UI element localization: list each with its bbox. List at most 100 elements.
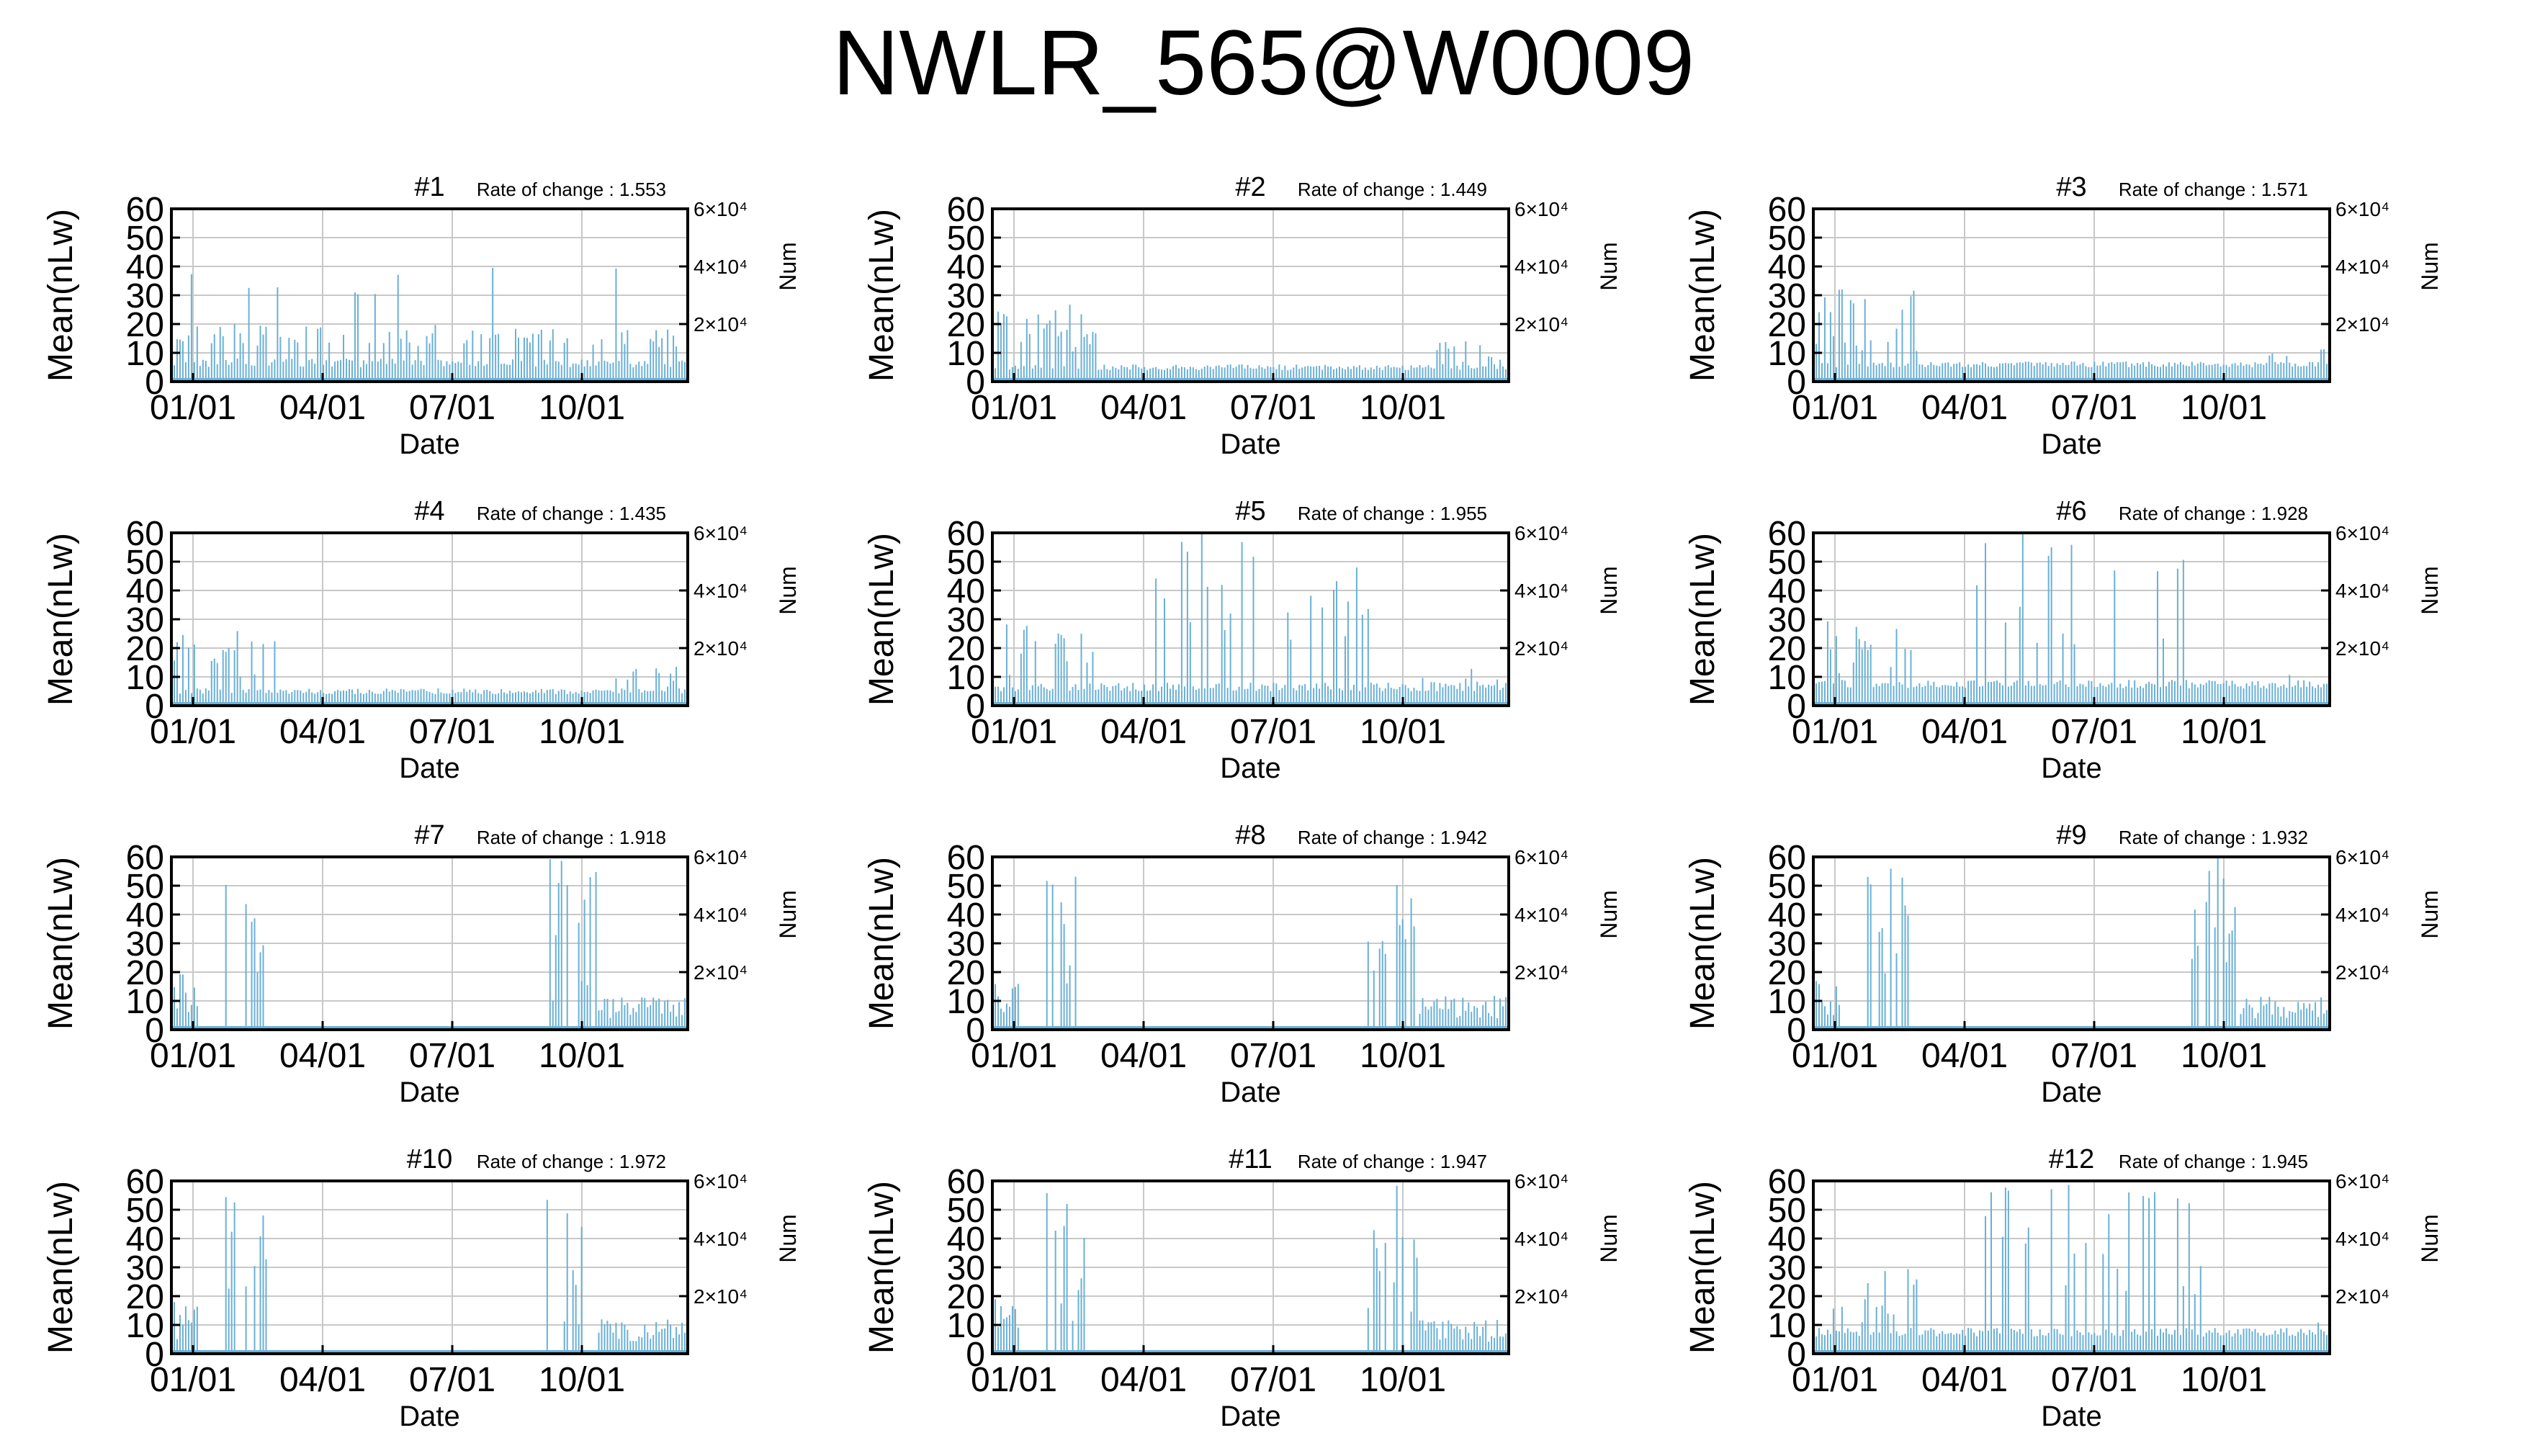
y2-tick-label: 2×10⁴ xyxy=(1514,961,1568,984)
y-tick-label: 60 xyxy=(947,191,985,229)
x-tick-label: 01/01 xyxy=(971,1361,1057,1399)
x-tick-label: 10/01 xyxy=(2181,713,2267,751)
y-tick-label: 40 xyxy=(126,1221,164,1259)
y-tick-label: 40 xyxy=(126,572,164,611)
y2-tick-label: 4×10⁴ xyxy=(694,1228,748,1250)
y2-axis-label: Num xyxy=(775,566,801,615)
y-tick-label: 10 xyxy=(947,335,985,373)
y-tick-label: 20 xyxy=(1768,1278,1806,1316)
x-tick-label: 10/01 xyxy=(1360,389,1446,427)
y-tick-label: 30 xyxy=(947,1249,985,1288)
y-tick-label: 20 xyxy=(126,630,164,668)
y-tick-label: 40 xyxy=(947,1221,985,1259)
y-tick-label: 60 xyxy=(947,1163,985,1201)
y2-tick-label: 2×10⁴ xyxy=(694,961,748,984)
x-axis-label: Date xyxy=(399,752,460,784)
y2-tick-label: 2×10⁴ xyxy=(694,313,748,336)
y-tick-label: 60 xyxy=(1768,839,1806,877)
y-tick-label: 30 xyxy=(947,601,985,639)
y2-tick-label: 2×10⁴ xyxy=(2335,313,2389,336)
y2-axis-label: Num xyxy=(1596,242,1622,291)
y2-tick-label: 2×10⁴ xyxy=(2335,961,2389,984)
x-tick-label: 10/01 xyxy=(539,1361,625,1399)
y2-tick-label: 2×10⁴ xyxy=(1514,637,1568,660)
y-tick-label: 0 xyxy=(1787,688,1806,726)
x-tick-label: 01/01 xyxy=(150,389,236,427)
y-tick-label: 40 xyxy=(1768,1221,1806,1259)
y-tick-label: 50 xyxy=(1768,220,1806,258)
x-tick-label: 10/01 xyxy=(2181,1361,2267,1399)
y2-tick-label: 4×10⁴ xyxy=(694,904,748,926)
y-axis-label: Mean(nLw) xyxy=(863,533,901,706)
y2-tick-label: 4×10⁴ xyxy=(694,580,748,602)
x-tick-label: 01/01 xyxy=(1792,713,1878,751)
y-tick-label: 30 xyxy=(126,925,164,963)
y-tick-label: 60 xyxy=(126,839,164,877)
x-tick-label: 07/01 xyxy=(409,389,495,427)
y-tick-label: 30 xyxy=(1768,601,1806,639)
rate-of-change-label: Rate of change : 1.955 xyxy=(1298,503,1487,524)
y-tick-label: 60 xyxy=(947,839,985,877)
x-tick-label: 04/01 xyxy=(1921,389,2008,427)
x-tick-label: 10/01 xyxy=(539,1037,625,1075)
y-tick-label: 50 xyxy=(947,544,985,582)
y-tick-label: 0 xyxy=(966,1336,985,1374)
y2-tick-label: 4×10⁴ xyxy=(1514,580,1568,602)
rate-of-change-label: Rate of change : 1.449 xyxy=(1298,179,1487,200)
x-axis-label: Date xyxy=(2041,1077,2102,1108)
x-tick-label: 10/01 xyxy=(1360,1361,1446,1399)
chart-panel-5: #5 Rate of change : 1.955 0 10 20 30 40 50 60 2×1… xyxy=(821,486,1663,808)
panel-title: #9 xyxy=(2056,820,2086,850)
x-axis-label: Date xyxy=(2041,1401,2102,1432)
y-tick-label: 10 xyxy=(126,983,164,1021)
y-tick-label: 0 xyxy=(966,364,985,402)
y-tick-label: 10 xyxy=(947,983,985,1021)
chart-panel-11: #11 Rate of change : 1.947 0 10 20 30 40 50 60 2×… xyxy=(821,1134,1663,1456)
y-tick-label: 60 xyxy=(947,515,985,553)
x-tick-label: 07/01 xyxy=(2051,713,2137,751)
y2-tick-label: 4×10⁴ xyxy=(1514,256,1568,278)
x-tick-label: 04/01 xyxy=(279,1037,366,1075)
panel-title: #8 xyxy=(1235,820,1265,850)
x-tick-label: 04/01 xyxy=(279,389,366,427)
x-tick-label: 04/01 xyxy=(1100,389,1187,427)
y-tick-label: 30 xyxy=(947,925,985,963)
chart-panel-8: #8 Rate of change : 1.942 0 10 20 30 40 50 60 2×1… xyxy=(821,810,1663,1132)
y-tick-label: 10 xyxy=(1768,659,1806,697)
y2-axis-label: Num xyxy=(1596,566,1622,615)
y2-axis-label: Num xyxy=(2417,1214,2443,1263)
y-tick-label: 10 xyxy=(1768,1307,1806,1345)
y-axis-label: Mean(nLw) xyxy=(42,209,80,382)
y-tick-label: 0 xyxy=(966,688,985,726)
y-axis-label: Mean(nLw) xyxy=(42,857,80,1030)
y-tick-label: 40 xyxy=(947,572,985,611)
rate-of-change-label: Rate of change : 1.553 xyxy=(477,179,666,200)
x-axis-label: Date xyxy=(2041,752,2102,784)
y2-axis-label: Num xyxy=(2417,890,2443,939)
y2-axis-label: Num xyxy=(1596,1214,1622,1263)
y-tick-label: 50 xyxy=(126,544,164,582)
y2-tick-label: 2×10⁴ xyxy=(694,637,748,660)
y-tick-label: 40 xyxy=(947,248,985,287)
chart-panel-12: #12 Rate of change : 1.945 0 10 20 30 40 50 60 2×… xyxy=(1642,1134,2484,1456)
y-tick-label: 20 xyxy=(126,306,164,344)
y-tick-label: 0 xyxy=(145,1336,164,1374)
y2-tick-label: 2×10⁴ xyxy=(1514,313,1568,336)
y2-tick-label: 4×10⁴ xyxy=(2335,1228,2389,1250)
panel-title: #7 xyxy=(414,820,444,850)
y-tick-label: 50 xyxy=(947,868,985,906)
y2-axis-label: Num xyxy=(775,890,801,939)
x-axis-label: Date xyxy=(399,1401,460,1432)
x-tick-label: 07/01 xyxy=(409,1361,495,1399)
x-tick-label: 07/01 xyxy=(1230,1361,1316,1399)
y-axis-label: Mean(nLw) xyxy=(863,857,901,1030)
y2-tick-label: 2×10⁴ xyxy=(2335,1285,2389,1308)
x-tick-label: 10/01 xyxy=(2181,389,2267,427)
y-tick-label: 0 xyxy=(145,364,164,402)
y-tick-label: 60 xyxy=(126,1163,164,1201)
y2-tick-label: 4×10⁴ xyxy=(2335,580,2389,602)
rate-of-change-label: Rate of change : 1.928 xyxy=(2119,503,2308,524)
